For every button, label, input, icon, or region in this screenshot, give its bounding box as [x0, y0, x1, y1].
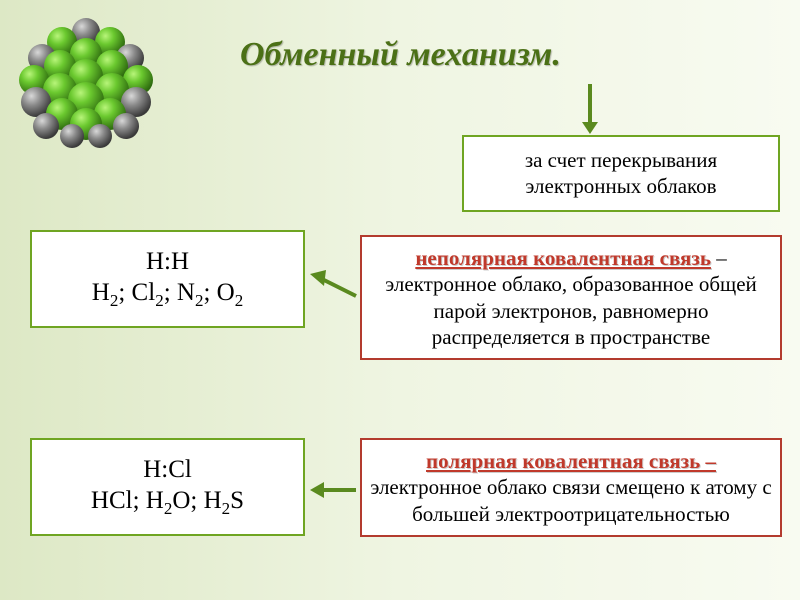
arrow-bot-left — [306, 478, 360, 502]
polar-rest: электронное облако связи смещено к атому… — [370, 475, 771, 525]
box-polar-def: полярная ковалентная связь – электронное… — [360, 438, 782, 537]
line1: H:Cl — [38, 454, 297, 485]
nonpolar-term: неполярная ковалентная связь — [415, 246, 711, 270]
polar-term: полярная ковалентная связь – — [426, 449, 716, 473]
page-title: Обменный механизм. — [240, 36, 561, 74]
box-examples-nonpolar: H:H H2; Cl2; N2; O2 — [30, 230, 305, 328]
line2: HCl; H2O; H2S — [38, 485, 297, 519]
box-examples-polar: H:Cl HCl; H2O; H2S — [30, 438, 305, 536]
box-nonpolar-def: неполярная ковалентная связь – электронн… — [360, 235, 782, 360]
arrow-mid-left — [306, 266, 360, 304]
box-overlap: за счет перекрывания электронных облаков — [462, 135, 780, 212]
arrow-down — [578, 82, 602, 136]
molecule-cluster — [6, 2, 166, 152]
line1: H:H — [38, 246, 297, 277]
line2: H2; Cl2; N2; O2 — [38, 277, 297, 311]
